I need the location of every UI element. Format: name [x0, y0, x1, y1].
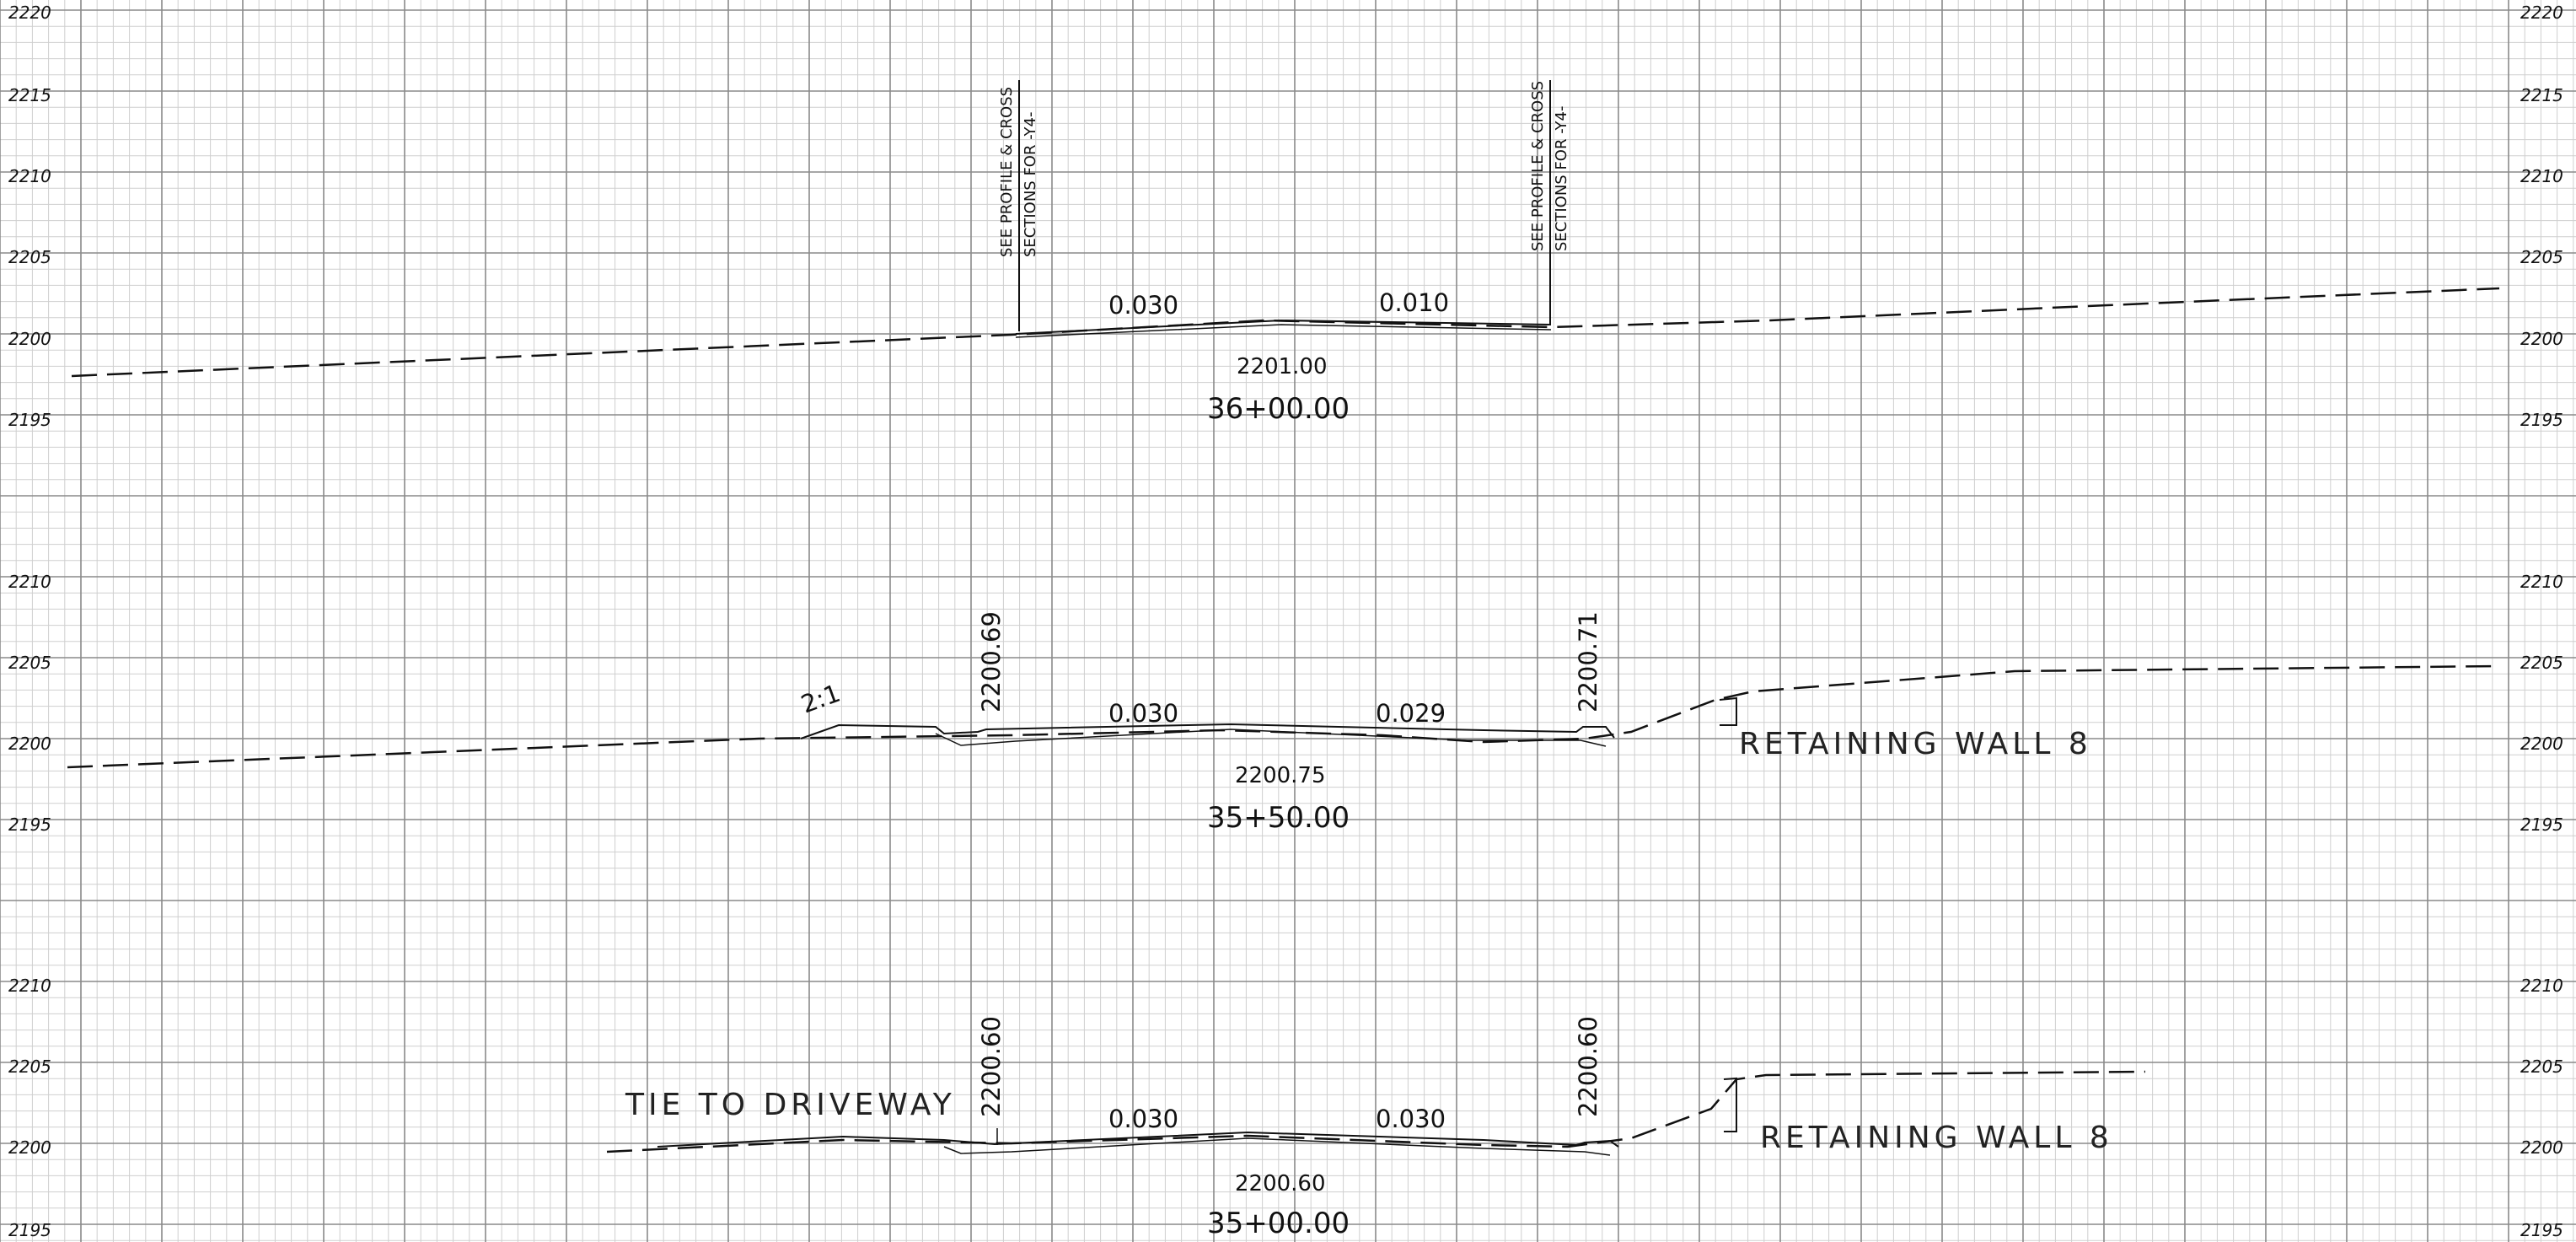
tie-to-driveway-label: TIE TO DRIVEWAY	[625, 1088, 956, 1122]
elevation-label: 2195	[8, 410, 51, 430]
elevation-label: 2210	[8, 572, 51, 592]
retaining-wall	[1723, 1077, 1737, 1132]
section-35-00-labels: TIE TO DRIVEWAY 2200.60 2200.60 0.030 0.…	[625, 1016, 2113, 1240]
proposed-surface-bottom	[935, 729, 1607, 747]
edge-elevation-right: 2200.71	[1574, 611, 1602, 712]
center-elevation: 2201.00	[1237, 354, 1328, 379]
existing-ground-line	[606, 1070, 2146, 1153]
station-label: 35+00.00	[1207, 1207, 1350, 1240]
slope-label-left: 0.030	[1108, 291, 1178, 320]
elevation-label: 2195	[2520, 1220, 2563, 1240]
proposed-surface-bottom	[1015, 324, 1552, 338]
slope-label-right: 0.029	[1376, 699, 1446, 728]
note-text: SEE PROFILE & CROSS	[1529, 81, 1547, 251]
center-elevation: 2200.75	[1235, 763, 1326, 788]
section-35-50-labels: 2:1 2200.69 2200.71 0.030 0.029 2200.75 …	[797, 611, 2092, 835]
elevation-label: 2200	[8, 734, 51, 754]
retaining-wall-label: RETAINING WALL 8	[1739, 727, 2092, 761]
station-label: 35+50.00	[1207, 801, 1350, 835]
station-label: 36+00.00	[1207, 392, 1350, 426]
center-elevation: 2200.60	[1235, 1171, 1326, 1196]
edge-elevation-left: 2200.69	[977, 611, 1006, 712]
elevation-label: 2205	[2520, 1057, 2563, 1077]
elevation-label: 2205	[8, 653, 51, 673]
elevation-label: 2210	[2520, 166, 2563, 186]
note-text: SECTIONS FOR -Y4-	[1022, 111, 1039, 257]
elevation-label: 2205	[8, 1057, 51, 1077]
edge-elevation-right: 2200.60	[1574, 1016, 1602, 1117]
slope-label-left: 0.030	[1108, 699, 1178, 728]
elevation-label: 2195	[8, 815, 51, 835]
elevation-label: 2195	[8, 1220, 51, 1240]
elevation-label: 2200	[8, 329, 51, 349]
elevation-label: 2210	[8, 976, 51, 996]
proposed-surface	[1015, 319, 1552, 335]
retaining-wall	[1719, 696, 1737, 726]
side-slope-label: 2:1	[797, 679, 844, 719]
elevation-label: 2200	[2520, 1137, 2563, 1158]
elevation-label: 2200	[2520, 329, 2563, 349]
slope-label-left: 0.030	[1108, 1105, 1178, 1133]
slope-label-right: 0.030	[1376, 1105, 1446, 1133]
proposed-surface	[800, 723, 1615, 739]
existing-ground-line	[67, 664, 2500, 769]
note-text: SEE PROFILE & CROSS	[998, 87, 1016, 257]
existing-ground-line	[71, 287, 2500, 378]
elevation-label: 2215	[8, 85, 51, 105]
elevation-labels-right: 2220 2215 2210 2205 2200 2195 2210 2205 …	[2520, 3, 2563, 1240]
elevation-label: 2220	[8, 3, 51, 23]
elevation-label: 2210	[8, 166, 51, 186]
section-36-00-notes: SEE PROFILE & CROSS SECTIONS FOR -Y4- SE…	[998, 81, 1570, 426]
elevation-label: 2220	[2520, 3, 2563, 23]
elevation-label: 2200	[2520, 734, 2563, 754]
section-36-00	[71, 80, 2500, 378]
proposed-surface	[657, 1131, 1619, 1148]
elevation-labels-left: 2220 2215 2210 2205 2200 2195 2210 2205 …	[8, 3, 51, 1240]
retaining-wall-label: RETAINING WALL 8	[1760, 1121, 2113, 1155]
elevation-label: 2205	[2520, 247, 2563, 267]
section-35-50	[67, 664, 2500, 769]
elevation-label: 2205	[8, 247, 51, 267]
edge-elevation-left: 2200.60	[977, 1016, 1006, 1117]
elevation-label: 2215	[2520, 85, 2563, 105]
section-35-00	[606, 1070, 2146, 1156]
elevation-label: 2200	[8, 1137, 51, 1158]
elevation-label: 2195	[2520, 815, 2563, 835]
slope-label-right: 0.010	[1379, 288, 1449, 317]
elevation-label: 2210	[2520, 572, 2563, 592]
elevation-label: 2210	[2520, 976, 2563, 996]
elevation-label: 2205	[2520, 653, 2563, 673]
proposed-surface-bottom	[943, 1137, 1611, 1156]
elevation-label: 2195	[2520, 410, 2563, 430]
note-text: SECTIONS FOR -Y4-	[1553, 105, 1570, 251]
